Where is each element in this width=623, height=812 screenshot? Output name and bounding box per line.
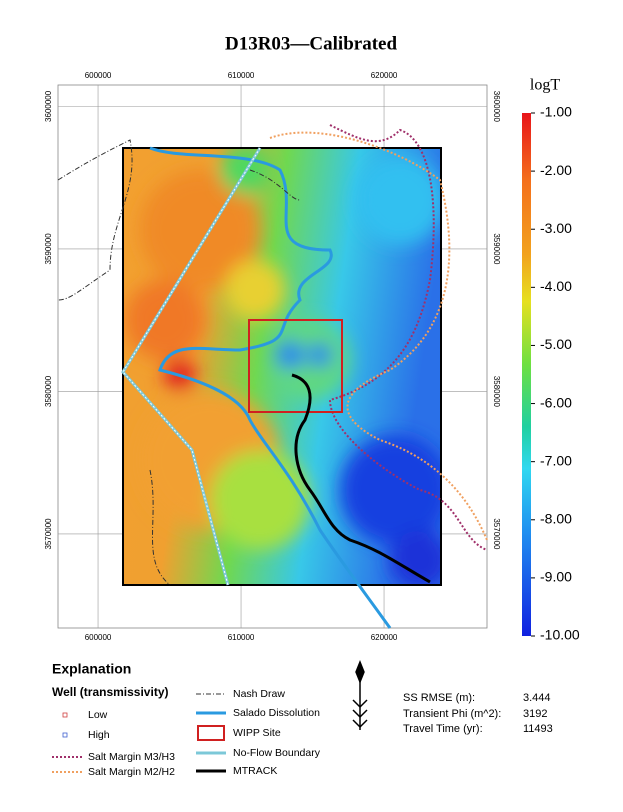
x-tick-label: 620000 [371,633,398,642]
y-tick-label: 3570000 [44,518,53,550]
legend-label: Salt Margin M3/H3 [88,751,175,763]
legend-label: Salt Margin M2/H2 [88,766,175,778]
x-tick-label: 600000 [85,633,112,642]
mtrack [291,373,431,584]
x-tick-label: 610000 [228,71,255,80]
legend-label: Low [88,709,108,721]
salado-dissolution [149,146,392,629]
stat-label: Transient Phi (m^2): [403,708,501,720]
colorbar-tick-label: -3.00 [540,220,572,236]
colorbar-tick-label: -2.00 [540,162,572,178]
legend-label: Salado Dissolution [233,707,320,719]
colorbar [522,113,531,636]
north-arrow [352,659,368,730]
colorbar-title: logT [530,77,560,94]
stat-value: 11493 [523,723,553,735]
legend-label: No-Flow Boundary [233,747,321,759]
legend: Explanation Well (transmissivity) Low Hi… [52,661,321,778]
stats: SS RMSE (m): 3.444 Transient Phi (m^2): … [403,692,553,735]
legend-label: WIPP Site [233,727,281,739]
colorbar-tick-label: -4.00 [540,278,572,294]
y-tick-label: 3590000 [44,233,53,265]
y-tick-label: 3600000 [492,91,501,123]
model-boundary [122,147,442,586]
stat-label: Travel Time (yr): [403,723,483,735]
y-tick-label: 3580000 [44,375,53,407]
nash-draw [57,139,301,586]
salt-margin-m2 [269,131,488,541]
x-tick-label: 600000 [85,71,112,80]
salt-margin-m3 [328,124,488,551]
y-tick-label: 3580000 [492,376,501,408]
stat-value: 3192 [523,708,547,720]
transmissivity-field [123,148,441,585]
colorbar-tick-label: -8.00 [540,510,572,526]
colorbar-tick-label: -10.00 [540,627,580,643]
legend-label: MTRACK [233,765,277,777]
colorbar-ticks: -1.00 -2.00 -3.00 -4.00 -5.00 -6.00 -7.00 -8.00… [531,104,580,643]
colorbar-tick-label: -6.00 [540,394,572,410]
stat-value: 3.444 [523,692,551,704]
y-tick-label: 3590000 [492,233,501,265]
colorbar-tick-label: -5.00 [540,336,572,352]
wipp-site [248,319,343,413]
x-tick-label: 610000 [228,633,255,642]
legend-heading: Explanation [52,661,131,677]
legend-label: High [88,729,110,741]
x-tick-label: 620000 [371,71,398,80]
y-tick-label: 3600000 [44,90,53,122]
colorbar-tick-label: -1.00 [540,104,572,120]
colorbar-tick-label: -7.00 [540,452,572,468]
legend-label: Nash Draw [233,688,285,700]
y-tick-label: 3570000 [492,518,501,550]
stat-label: SS RMSE (m): [403,692,475,704]
legend-subheading: Well (transmissivity) [52,685,168,699]
colorbar-tick-label: -9.00 [540,569,572,585]
title: D13R03—Calibrated [225,33,397,54]
